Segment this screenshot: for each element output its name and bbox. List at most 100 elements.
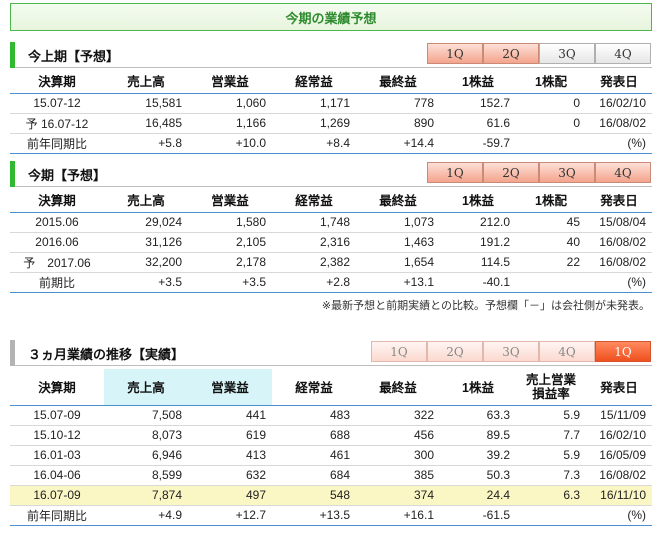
tab-1q[interactable]: 1Q [371, 341, 427, 362]
cell: 前年同期比 [10, 133, 104, 154]
col-header: 営業益 [188, 69, 272, 94]
cell: +13.1 [356, 272, 440, 293]
cell: +12.7 [188, 505, 272, 526]
cell: +13.5 [272, 505, 356, 526]
cell: -59.7 [440, 133, 516, 154]
cell: +4.9 [104, 505, 188, 526]
cell: +3.5 [104, 272, 188, 293]
cell: 191.2 [440, 232, 516, 253]
cell: 40 [516, 232, 586, 253]
table-header-row: 決算期 売上高 営業益 経常益 最終益 1株益 1株配 発表日 [10, 69, 652, 94]
tab-4q[interactable]: 4Q [595, 162, 651, 183]
cell: 483 [272, 405, 356, 426]
table-header-row: 決算期 売上高 営業益 経常益 最終益 1株益 売上営業 損益率 発表日 [10, 369, 652, 406]
cell: 385 [356, 465, 440, 486]
cell: 6.3 [516, 485, 586, 506]
table-row-latest: 16.07-09 7,874 497 548 374 24.4 6.3 16/1… [10, 485, 652, 506]
tab-2q[interactable]: 2Q [483, 43, 539, 64]
col-header-margin: 売上営業 損益率 [516, 369, 586, 406]
col-header: 1株益 [440, 369, 516, 406]
tab-4q[interactable]: 4Q [595, 43, 651, 64]
cell: 16/08/02 [586, 232, 652, 253]
tab-3q[interactable]: 3Q [539, 43, 595, 64]
tab-2q[interactable]: 2Q [483, 162, 539, 183]
cell: 7.3 [516, 465, 586, 486]
cell: 16.01-03 [10, 445, 104, 466]
cell: 22 [516, 252, 586, 273]
cell: 497 [188, 485, 272, 506]
col-header: 発表日 [586, 69, 652, 94]
cell: 2016.06 [10, 232, 104, 253]
cell: 684 [272, 465, 356, 486]
col-header: 1株配 [516, 188, 586, 213]
cell: 29,024 [104, 212, 188, 233]
section-accent-bar [10, 161, 15, 187]
table-row: 15.07-12 15,581 1,060 1,171 778 152.7 0 … [10, 93, 652, 114]
cell: 374 [356, 485, 440, 506]
cell: 16/05/09 [586, 445, 652, 466]
cell: 24.4 [440, 485, 516, 506]
cell: 1,654 [356, 252, 440, 273]
tab-4q[interactable]: 4Q [539, 341, 595, 362]
col-header: 経常益 [272, 369, 356, 406]
col-header: 営業益 [188, 369, 272, 406]
col-header: 経常益 [272, 69, 356, 94]
cell: 5.9 [516, 405, 586, 426]
page-title: 今期の業績予想 [10, 3, 652, 31]
cell: 16.04-06 [10, 465, 104, 486]
table-row: 2015.06 29,024 1,580 1,748 1,073 212.0 4… [10, 212, 652, 233]
cell: 0 [516, 93, 586, 114]
section-accent-bar [10, 42, 15, 68]
col-header: 売上高 [104, 369, 188, 406]
tab-1q[interactable]: 1Q [427, 43, 483, 64]
col-header: 最終益 [356, 369, 440, 406]
col-header: 1株益 [440, 69, 516, 94]
cell: 152.7 [440, 93, 516, 114]
cell: +14.4 [356, 133, 440, 154]
table-row: 予 2017.06 32,200 2,178 2,382 1,654 114.5… [10, 252, 652, 273]
cell: 1,073 [356, 212, 440, 233]
cell: 16/11/10 [586, 485, 652, 506]
cell: +3.5 [188, 272, 272, 293]
table-row: 予 16.07-12 16,485 1,166 1,269 890 61.6 0… [10, 113, 652, 134]
col-header: 売上高 [104, 188, 188, 213]
footnote: ※最新予想と前期実績との比較。予想欄「－」は会社側が未発表。 [321, 299, 650, 312]
tab-1q-current[interactable]: 1Q [595, 341, 651, 362]
tab-3q[interactable]: 3Q [483, 341, 539, 362]
table-row: 2016.06 31,126 2,105 2,316 1,463 191.2 4… [10, 232, 652, 253]
col-header: 決算期 [10, 369, 104, 406]
cell: 16.07-09 [10, 485, 104, 506]
cell: +5.8 [104, 133, 188, 154]
cell [516, 133, 586, 154]
cell: 15.07-09 [10, 405, 104, 426]
tab-2q[interactable]: 2Q [427, 341, 483, 362]
tab-1q[interactable]: 1Q [427, 162, 483, 183]
cell: 890 [356, 113, 440, 134]
cell: 300 [356, 445, 440, 466]
cell: 2015.06 [10, 212, 104, 233]
cell: 441 [188, 405, 272, 426]
quarter-tabs: 1Q 2Q 3Q 4Q 1Q [371, 341, 651, 362]
col-header-line: 損益率 [532, 386, 570, 401]
cell: 688 [272, 425, 356, 446]
cell: 2,316 [272, 232, 356, 253]
cell: +2.8 [272, 272, 356, 293]
section-header-first-half: 今上期【予想】 1Q 2Q 3Q 4Q [10, 42, 652, 68]
cell: 15,581 [104, 93, 188, 114]
cell: 114.5 [440, 252, 516, 273]
tab-3q[interactable]: 3Q [539, 162, 595, 183]
cell: 2,105 [188, 232, 272, 253]
col-header: 最終益 [356, 69, 440, 94]
cell: 212.0 [440, 212, 516, 233]
section-title: 今期【予想】 [28, 169, 107, 184]
cell: 63.3 [440, 405, 516, 426]
cell: -40.1 [440, 272, 516, 293]
quarter-tabs: 1Q 2Q 3Q 4Q [427, 162, 651, 183]
cell: (%) [586, 272, 652, 293]
cell: 15.07-12 [10, 93, 104, 114]
cell [516, 272, 586, 293]
section-title: ３ヵ月業績の推移【実績】 [28, 348, 185, 363]
cell: 1,463 [356, 232, 440, 253]
cell: 8,599 [104, 465, 188, 486]
cell: 5.9 [516, 445, 586, 466]
